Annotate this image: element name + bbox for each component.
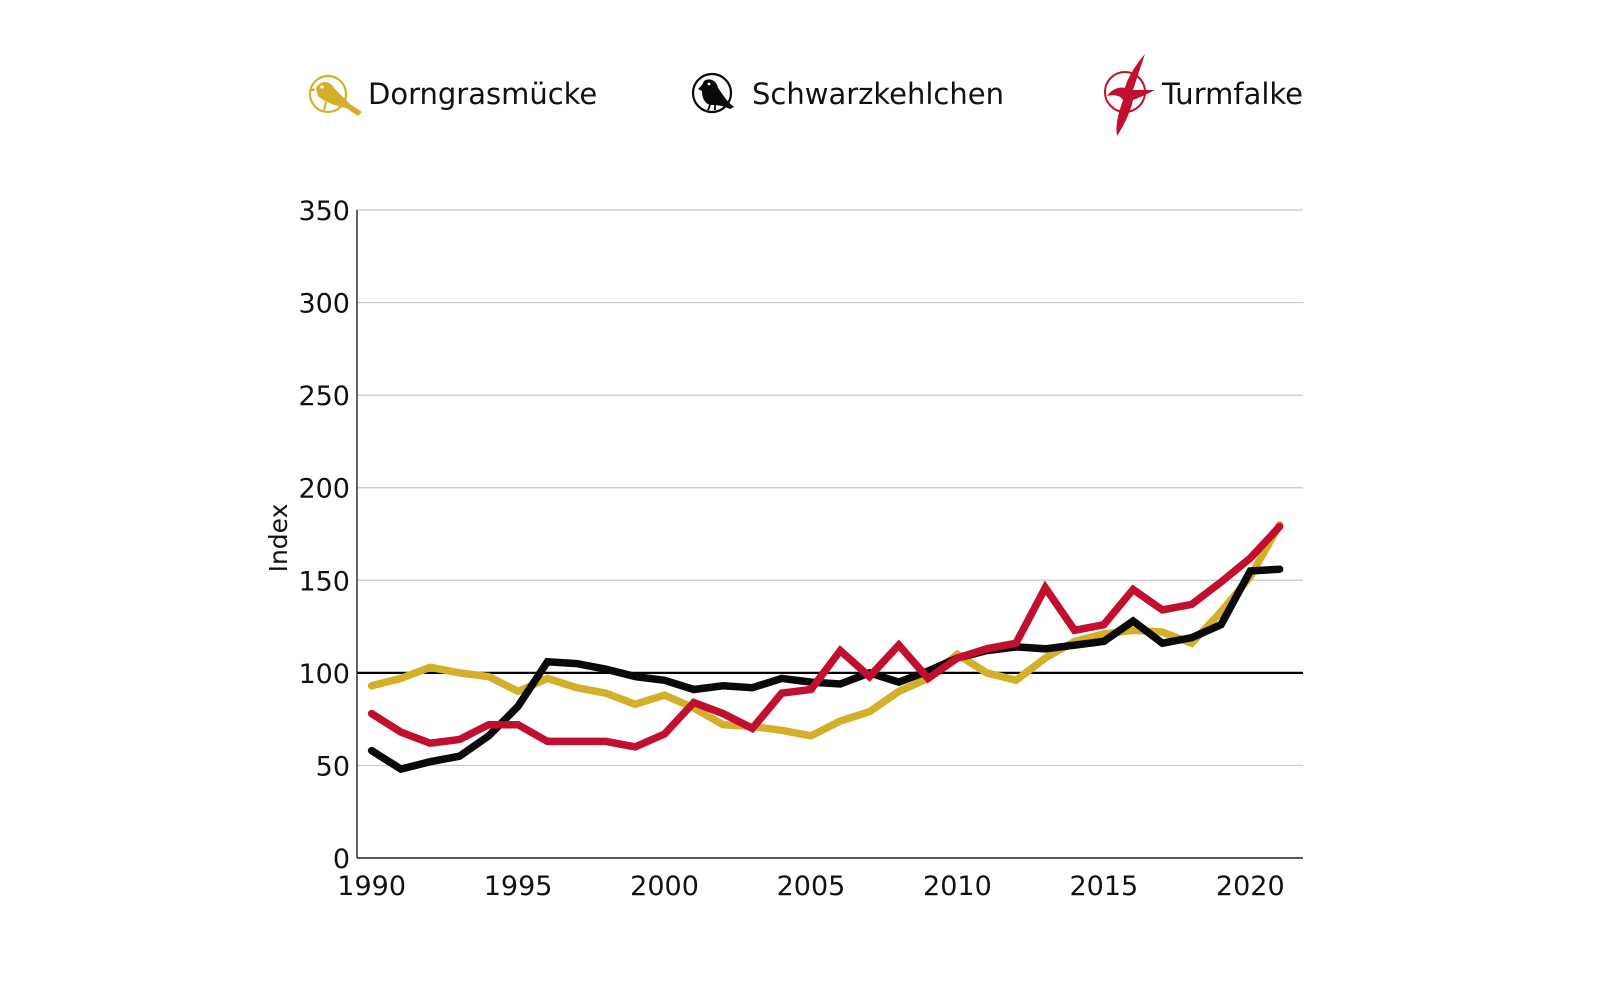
series-line-dorngrasmcke [367, 520, 1284, 740]
series-line-turmfalke [367, 522, 1284, 751]
x-tick-label-2000: 2000 [630, 871, 699, 902]
y-axis-title: Index [264, 504, 293, 573]
x-tick-label-2020: 2020 [1216, 871, 1285, 902]
schwarzkehlchen-icon [691, 72, 734, 114]
x-tick-label-1995: 1995 [484, 871, 553, 902]
x-tick-label-2015: 2015 [1069, 871, 1138, 902]
y-tick-label-50: 50 [316, 751, 350, 782]
axes [356, 210, 1303, 859]
legend-label-turmfalke: Turmfalke [1161, 77, 1303, 111]
series-lines [367, 520, 1284, 774]
y-tick-label-100: 100 [298, 659, 350, 690]
y-tick-label-200: 200 [298, 474, 350, 505]
y-tick-label-150: 150 [298, 566, 350, 597]
y-tick-label-0: 0 [333, 844, 350, 875]
y-tick-label-250: 250 [298, 381, 350, 412]
x-tick-label-1990: 1990 [337, 871, 406, 902]
legend: Dorngrasmücke Schwarzkehlchen Turmfalke [308, 54, 1303, 136]
series-line-schwarzkehlchen [367, 565, 1284, 774]
y-tick-label-300: 300 [298, 289, 350, 320]
x-tick-label-2010: 2010 [923, 871, 992, 902]
x-tick-label-2005: 2005 [777, 871, 846, 902]
dorngrasmuecke-icon [308, 74, 362, 116]
turmfalke-icon [1104, 54, 1155, 136]
legend-label-dorngrasmuecke: Dorngrasmücke [368, 77, 597, 111]
y-tick-label-350: 350 [298, 196, 350, 227]
legend-label-schwarzkehlchen: Schwarzkehlchen [752, 77, 1004, 111]
tick-labels: 0 50 100 150 200 250 300 350 1990 1995 2000 2005 201… [298, 196, 1284, 902]
